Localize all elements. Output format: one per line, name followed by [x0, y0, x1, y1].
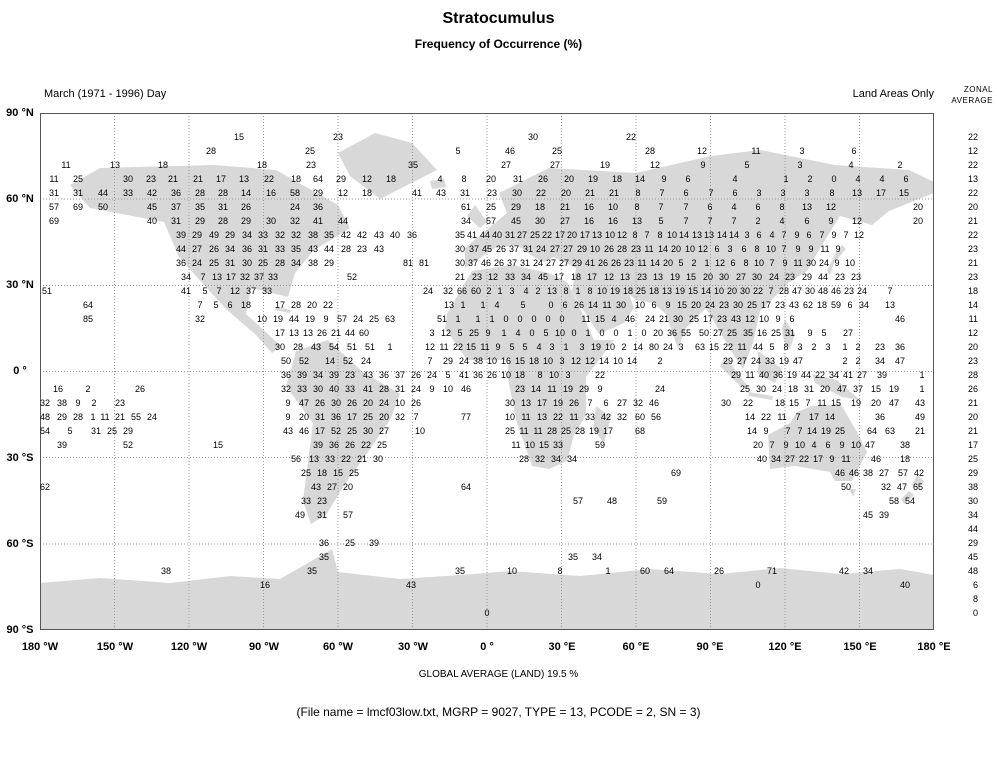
lon-tick-label: 150 °W: [96, 641, 134, 653]
zonal-average-value: 21: [967, 216, 978, 226]
zonal-average-value: 22: [967, 160, 978, 170]
zonal-average-value: 22: [967, 132, 978, 142]
land-philippines: [782, 320, 795, 349]
lon-tick-label: 120 °E: [768, 641, 802, 653]
lon-tick-label: 180 °W: [21, 641, 59, 653]
period-label: March (1971 - 1996) Day: [44, 88, 167, 100]
lon-tick-label: 30 °E: [548, 641, 576, 653]
chart-title: Stratocumulus: [442, 10, 555, 27]
land-africa: [445, 265, 614, 469]
lat-tick-label: 60 °N: [6, 193, 34, 205]
zonal-average-value: 20: [967, 342, 978, 352]
zonal-average-value: 26: [967, 384, 978, 394]
zonal-average-value: 23: [967, 244, 978, 254]
zonal-average-value: 12: [967, 328, 978, 338]
zonal-average-header-line1: ZONAL: [963, 85, 993, 94]
land-greenland: [338, 133, 437, 199]
zonal-average-value: 29: [967, 538, 978, 548]
land-australia: [768, 403, 867, 481]
lon-tick-label: 0 °: [480, 641, 494, 653]
zonal-average-value: 11: [968, 314, 978, 324]
zonal-average-value: 21: [967, 426, 978, 436]
land-java: [748, 392, 773, 400]
zonal-average-value: 18: [967, 286, 978, 296]
land-madagascar: [593, 406, 611, 443]
zonal-average-value: 6: [972, 580, 978, 590]
zonal-average-value: 22: [967, 230, 978, 240]
lon-tick-label: 150 °E: [843, 641, 877, 653]
world-map: [40, 113, 934, 630]
lat-tick-label: 60 °S: [6, 538, 34, 550]
land-borneo: [758, 351, 782, 383]
land-new-guinea: [812, 374, 860, 400]
land-tasmania: [849, 489, 856, 497]
zonal-average-header-line2: AVERAGE: [951, 96, 993, 105]
zonal-average-value: 28: [967, 370, 978, 380]
grid-lines: [40, 113, 934, 630]
global-average-label: GLOBAL AVERAGE (LAND) 19.5 %: [418, 669, 579, 680]
zonal-average-value: 48: [967, 566, 978, 576]
zonal-average-value: 8: [972, 594, 978, 604]
land-north-america: [70, 165, 350, 353]
zonal-average-value: 38: [967, 482, 978, 492]
lon-tick-label: 60 °E: [622, 641, 650, 653]
zonal-average-value: 44: [967, 524, 978, 534]
coverage-label: Land Areas Only: [852, 88, 934, 100]
lat-tick-label: 0 °: [13, 365, 27, 377]
land-cuba: [275, 307, 292, 313]
land-iceland: [430, 179, 446, 189]
zonal-average-value: 45: [967, 552, 978, 562]
zonal-average-value: 21: [967, 398, 978, 408]
lat-tick-label: 90 °S: [6, 624, 34, 636]
lon-tick-label: 90 °E: [696, 641, 724, 653]
zonal-average-value: 34: [967, 510, 978, 520]
plot-frame: [40, 113, 934, 630]
zonal-average-value: 29: [967, 468, 978, 478]
lat-tick-label: 90 °N: [6, 107, 34, 119]
zonal-average-value: 30: [967, 496, 978, 506]
chart-subtitle: Frequency of Occurrence (%): [414, 37, 583, 51]
land-british-isles: [467, 205, 487, 228]
land-shapes: [40, 133, 934, 630]
land-new-zealand-south: [901, 491, 914, 504]
land-antarctica: [40, 549, 934, 630]
land-south-america: [286, 340, 400, 524]
zonal-average-value: 23: [967, 356, 978, 366]
zonal-average-value: 22: [967, 188, 978, 198]
lat-tick-label: 30 °S: [6, 452, 34, 464]
map-plot-area: [40, 113, 934, 630]
lon-tick-label: 120 °W: [170, 641, 208, 653]
land-eurasia: [465, 150, 934, 369]
zonal-average-value: 12: [967, 146, 978, 156]
land-new-zealand-north: [912, 475, 924, 489]
zonal-average-value: 14: [967, 300, 978, 310]
lon-tick-label: 90 °W: [248, 641, 280, 653]
lat-tick-label: 30 °N: [6, 279, 34, 291]
zonal-average-value: 0: [972, 608, 978, 618]
zonal-average-value: 25: [967, 454, 978, 464]
zonal-average-value: 23: [967, 272, 978, 282]
lon-tick-label: 30 °W: [397, 641, 429, 653]
zonal-average-value: 21: [967, 258, 978, 268]
lon-tick-label: 60 °W: [322, 641, 354, 653]
file-info-label: (File name = lmcf03low.txt, MGRP = 9027,…: [296, 705, 701, 719]
land-sumatra: [720, 357, 750, 389]
zonal-average-value: 17: [967, 440, 978, 450]
lon-tick-label: 180 °E: [917, 641, 951, 653]
zonal-average-value: 20: [967, 412, 978, 422]
land-japan: [827, 245, 846, 275]
zonal-average-value: 20: [967, 202, 978, 212]
zonal-average-value: 13: [967, 174, 978, 184]
